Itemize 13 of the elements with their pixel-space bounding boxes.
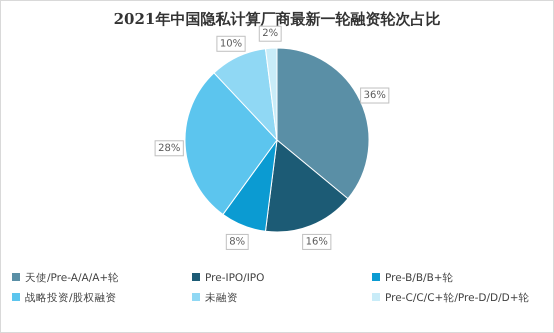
legend-label: Pre-B/B/B+轮 bbox=[385, 272, 454, 284]
legend-label: 战略投资/股权融资 bbox=[25, 292, 117, 304]
data-label: 36% bbox=[364, 90, 386, 102]
chart-title: 2021年中国隐私计算厂商最新一轮融资轮次占比 bbox=[114, 10, 440, 28]
data-label: 8% bbox=[229, 236, 246, 248]
data-label: 10% bbox=[220, 38, 242, 50]
legend-label: 未融资 bbox=[205, 291, 238, 304]
data-label: 2% bbox=[262, 28, 278, 40]
legend-label: Pre-IPO/IPO bbox=[205, 272, 264, 284]
legend-label: Pre-C/C/C+轮/Pre-D/D/D+轮 bbox=[385, 292, 530, 304]
data-label: 16% bbox=[306, 236, 328, 248]
legend-label: 天使/Pre-A/A/A+轮 bbox=[25, 272, 120, 284]
data-label: 28% bbox=[158, 142, 180, 154]
